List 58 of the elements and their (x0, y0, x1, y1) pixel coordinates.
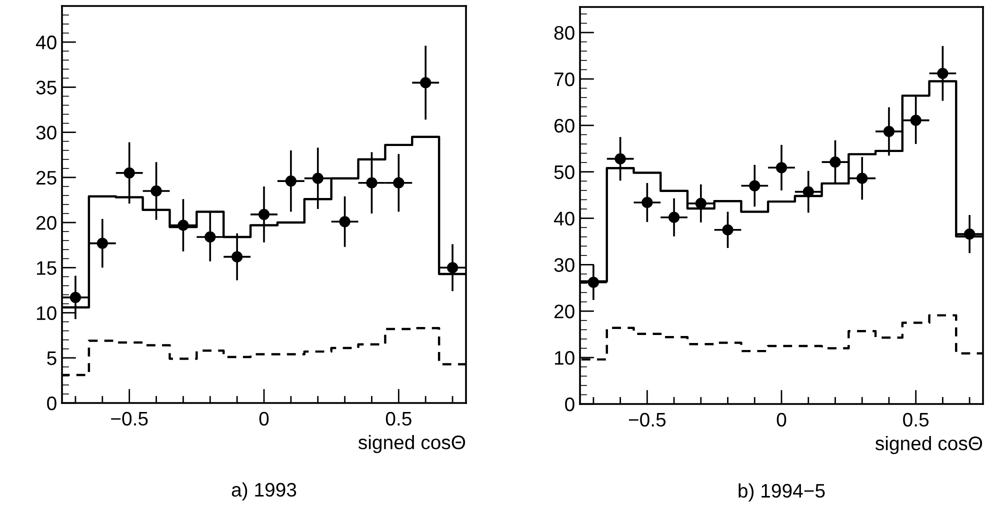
point (420, 77, 432, 88)
y-tick-label: 50 (554, 165, 574, 180)
y-tick-label: 10 (36, 306, 56, 320)
y-tick-label: 80 (554, 26, 574, 40)
point (937, 68, 948, 79)
y-tick-label: 30 (554, 258, 574, 272)
point (642, 196, 653, 208)
point (150, 185, 162, 197)
point (70, 292, 82, 303)
point (258, 208, 270, 220)
point (856, 172, 868, 184)
point (96, 238, 108, 249)
point (204, 231, 216, 243)
point (312, 172, 324, 184)
y-tick-label: 10 (554, 351, 574, 365)
x-axis-title: signed cosΘ (875, 436, 982, 454)
y-tick-label: 35 (36, 80, 56, 94)
y-tick-label: 60 (554, 118, 574, 133)
point (749, 180, 760, 192)
point (802, 186, 814, 198)
point (830, 156, 841, 168)
text: a) 1993 (232, 482, 296, 501)
x-axis-title: signed cosΘ (358, 435, 466, 454)
point (285, 175, 296, 187)
point (614, 153, 626, 164)
point (446, 262, 458, 274)
y-tick-label: 5 (47, 352, 56, 366)
y-tick-label: 70 (554, 72, 574, 86)
point (722, 224, 734, 236)
y-tick-label: 40 (554, 212, 574, 226)
y-tick-label: 25 (36, 170, 56, 185)
point (178, 220, 189, 231)
y-tick-label: 40 (36, 36, 56, 50)
point (695, 198, 706, 209)
y-tick-label: 0 (47, 396, 56, 410)
text: b) 1994−5 (738, 483, 825, 502)
point (776, 162, 788, 174)
x-tick-label: −0.5 (111, 412, 148, 426)
y-tick-label: 20 (554, 304, 574, 318)
point (366, 177, 378, 188)
point (964, 228, 976, 240)
x-tick-label: 0 (776, 412, 786, 427)
x-tick-label: −0.5 (628, 412, 666, 427)
y-tick-label: 30 (36, 126, 56, 140)
point (232, 251, 243, 262)
point (910, 114, 922, 126)
point (668, 212, 680, 223)
x-tick-label: 0 (259, 412, 269, 426)
y-tick-label: 15 (36, 261, 56, 275)
point (339, 216, 350, 228)
y-tick-label: 20 (36, 216, 56, 230)
point (588, 276, 599, 288)
x-tick-label: 0.5 (386, 412, 412, 426)
y-tick-label: 0 (565, 397, 574, 412)
point (124, 167, 135, 178)
x-tick-label: 0.5 (903, 412, 929, 427)
point (883, 126, 895, 137)
point (393, 177, 404, 188)
